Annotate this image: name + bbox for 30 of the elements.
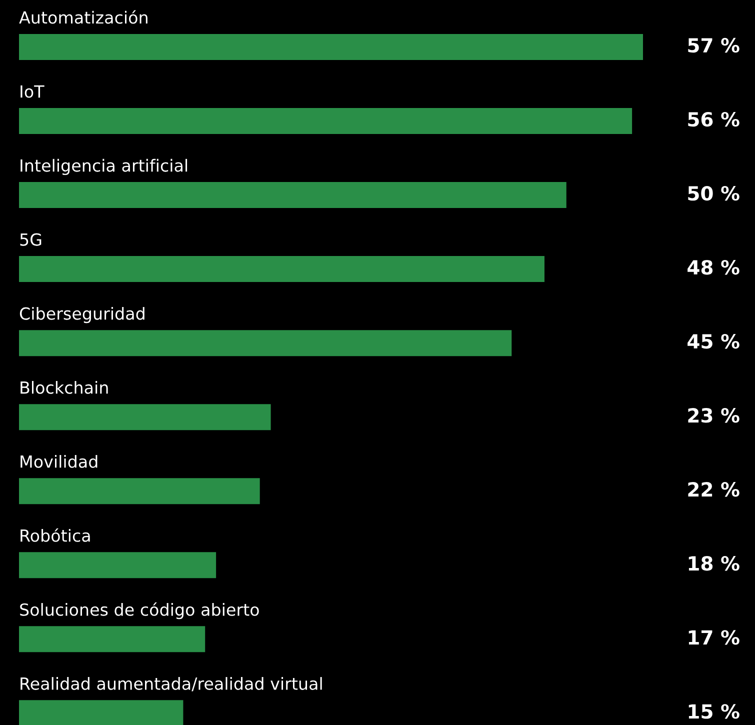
y-tick-label: 5G [20,233,42,246]
bar [19,478,260,504]
data-label: 56 % [688,112,740,127]
y-tick-label: Automatización [19,10,148,24]
bar [19,700,184,725]
bar [19,256,544,282]
data-label: 15 % [688,704,740,719]
bar [19,330,512,356]
data-label: 57 % [688,38,740,53]
data-label: 22 % [688,482,740,497]
data-label: 23 % [688,408,740,423]
bar [19,404,271,430]
y-tick-label: Movilidad [20,454,98,468]
bar [19,34,643,60]
bar [19,626,206,652]
data-label: 17 % [688,630,740,645]
bar [19,552,216,578]
data-label: 45 % [688,334,740,349]
y-tick-label: Soluciones de código abierto [20,602,259,620]
y-tick-label: Robótica [20,528,90,542]
y-tick-label: IoT [20,85,44,98]
data-label: 50 % [688,186,740,201]
data-label: 48 % [688,260,740,275]
bar [19,108,632,134]
y-tick-label: Ciberseguridad [20,306,144,324]
data-label: 18 % [688,556,740,571]
y-tick-label: Inteligencia artificial [20,158,188,176]
bar [19,182,566,208]
y-tick-label: Blockchain [20,380,108,394]
y-tick-label: Realidad aumentada/realidad virtual [20,677,322,692]
